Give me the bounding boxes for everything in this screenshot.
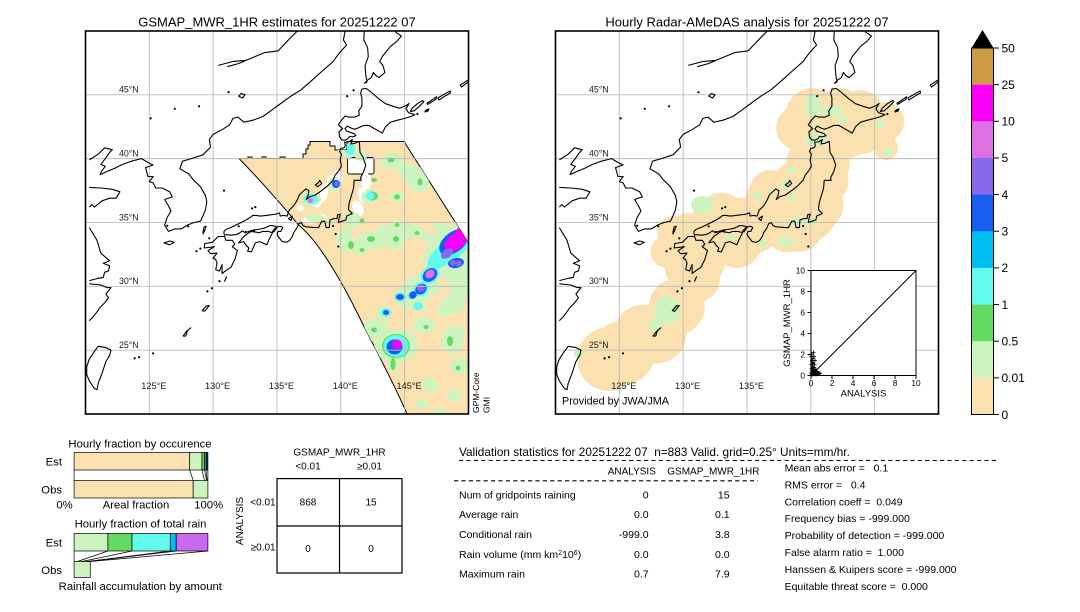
svg-text:25°N: 25°N	[119, 340, 139, 350]
svg-text:35°N: 35°N	[119, 212, 139, 222]
svg-text:Probability of detection = -99: Probability of detection = -999.000	[785, 530, 945, 542]
svg-text:10: 10	[911, 378, 921, 388]
svg-text:GSMAP_MWR_1HR: GSMAP_MWR_1HR	[667, 467, 759, 478]
svg-text:Hourly fraction of total rain: Hourly fraction of total rain	[75, 519, 207, 531]
svg-text:Rainfall accumulation by amoun: Rainfall accumulation by amount	[59, 581, 223, 593]
svg-text:0: 0	[1002, 408, 1009, 422]
svg-text:25: 25	[1002, 78, 1016, 92]
svg-text:<0.01: <0.01	[250, 498, 276, 509]
svg-text:125°E: 125°E	[141, 381, 166, 391]
svg-text:15: 15	[718, 490, 730, 502]
svg-text:1: 1	[1002, 298, 1009, 312]
svg-text:ANALYSIS: ANALYSIS	[608, 467, 656, 478]
svg-text:8: 8	[800, 287, 805, 297]
svg-text:0.5: 0.5	[1002, 335, 1019, 349]
svg-text:0: 0	[809, 378, 814, 388]
svg-text:0.0: 0.0	[634, 509, 649, 521]
svg-text:3: 3	[1002, 225, 1009, 239]
svg-text:ANALYSIS: ANALYSIS	[235, 497, 246, 545]
svg-text:868: 868	[300, 498, 317, 509]
svg-text:Hourly Radar-AMeDAS analysis f: Hourly Radar-AMeDAS analysis for 2025122…	[605, 15, 888, 30]
svg-text:2: 2	[1002, 261, 1009, 275]
svg-text:135°E: 135°E	[739, 381, 764, 391]
svg-text:0: 0	[800, 371, 805, 381]
svg-text:10: 10	[796, 266, 806, 276]
svg-text:Areal fraction: Areal fraction	[103, 500, 170, 512]
svg-text:35°N: 35°N	[589, 212, 609, 222]
svg-text:140°E: 140°E	[333, 381, 358, 391]
svg-text:135°E: 135°E	[269, 381, 294, 391]
svg-text:0: 0	[643, 490, 649, 502]
svg-text:6: 6	[872, 378, 877, 388]
svg-text:0.01: 0.01	[1002, 371, 1026, 385]
svg-text:125°E: 125°E	[611, 381, 636, 391]
svg-text:Equitable threat score = 0.00: Equitable threat score = 0.000	[785, 581, 928, 593]
svg-text:Obs: Obs	[41, 565, 62, 577]
svg-text:Hourly fraction by occurence: Hourly fraction by occurence	[68, 439, 211, 451]
svg-text:Est: Est	[46, 456, 63, 468]
svg-text:GPM-Core: GPM-Core	[471, 372, 481, 413]
svg-text:Conditional rain: Conditional rain	[459, 529, 532, 541]
svg-text:0%: 0%	[56, 500, 72, 512]
svg-text:2: 2	[830, 378, 835, 388]
svg-text:Mean abs error = 0.1: Mean abs error = 0.1	[785, 463, 889, 475]
svg-text:Num of gridpoints raining: Num of gridpoints raining	[459, 490, 576, 502]
svg-text:0.7: 0.7	[634, 569, 649, 581]
svg-text:15: 15	[365, 498, 377, 509]
svg-text:0.0: 0.0	[715, 549, 730, 561]
svg-text:30°N: 30°N	[119, 276, 139, 286]
svg-text:130°E: 130°E	[675, 381, 700, 391]
svg-text:-999.0: -999.0	[619, 529, 649, 541]
svg-text:8: 8	[893, 378, 898, 388]
svg-text:<0.01: <0.01	[295, 462, 321, 473]
svg-text:0.1: 0.1	[715, 509, 730, 521]
svg-text:4: 4	[1002, 188, 1009, 202]
svg-text:False alarm ratio = 1.000: False alarm ratio = 1.000	[785, 547, 905, 559]
svg-text:4: 4	[851, 378, 856, 388]
svg-text:0: 0	[305, 544, 311, 555]
svg-text:≥0.01: ≥0.01	[357, 462, 382, 473]
svg-text:5: 5	[1002, 151, 1009, 165]
svg-text:Correlation coeff = 0.049: Correlation coeff = 0.049	[785, 496, 903, 508]
svg-text:Hanssen & Kuipers score = -999: Hanssen & Kuipers score = -999.000	[785, 564, 957, 576]
svg-text:ANALYSIS: ANALYSIS	[841, 389, 887, 400]
svg-text:130°E: 130°E	[205, 381, 230, 391]
svg-text:3.8: 3.8	[715, 529, 730, 541]
svg-text:Maximum rain: Maximum rain	[459, 569, 525, 581]
svg-text:≥0.01: ≥0.01	[251, 543, 276, 554]
svg-text:Provided by JWA/JMA: Provided by JWA/JMA	[562, 396, 670, 408]
svg-text:GSMAP_MWR_1HR estimates for 20: GSMAP_MWR_1HR estimates for 20251222 07	[138, 15, 415, 30]
svg-text:Validation statistics for 2025: Validation statistics for 20251222 07 n=…	[459, 445, 850, 459]
svg-text:GMI: GMI	[482, 397, 492, 413]
svg-text:Frequency bias = -999.000: Frequency bias = -999.000	[785, 513, 910, 525]
svg-text:4: 4	[800, 329, 805, 339]
svg-text:Rain volume (mm km2106): Rain volume (mm km2106)	[459, 549, 581, 561]
svg-text:100%: 100%	[194, 500, 223, 512]
svg-text:25°N: 25°N	[589, 340, 609, 350]
svg-text:0.0: 0.0	[634, 549, 649, 561]
svg-text:Average rain: Average rain	[459, 509, 519, 521]
svg-text:0: 0	[368, 544, 374, 555]
svg-text:Est: Est	[46, 537, 63, 549]
svg-text:6: 6	[800, 308, 805, 318]
svg-text:45°N: 45°N	[589, 85, 609, 95]
svg-text:2: 2	[800, 350, 805, 360]
svg-text:45°N: 45°N	[119, 85, 139, 95]
svg-text:7.9: 7.9	[715, 569, 730, 581]
svg-text:10: 10	[1002, 115, 1016, 129]
svg-text:30°N: 30°N	[589, 276, 609, 286]
svg-text:50: 50	[1002, 41, 1016, 55]
svg-text:145°E: 145°E	[397, 381, 422, 391]
svg-text:GSMAP_MWR_1HR: GSMAP_MWR_1HR	[782, 279, 793, 367]
svg-text:40°N: 40°N	[589, 148, 609, 158]
svg-text:Obs: Obs	[41, 484, 62, 496]
svg-text:GSMAP_MWR_1HR: GSMAP_MWR_1HR	[293, 448, 385, 459]
svg-text:40°N: 40°N	[119, 148, 139, 158]
svg-text:RMS error = 0.4: RMS error = 0.4	[785, 479, 866, 491]
